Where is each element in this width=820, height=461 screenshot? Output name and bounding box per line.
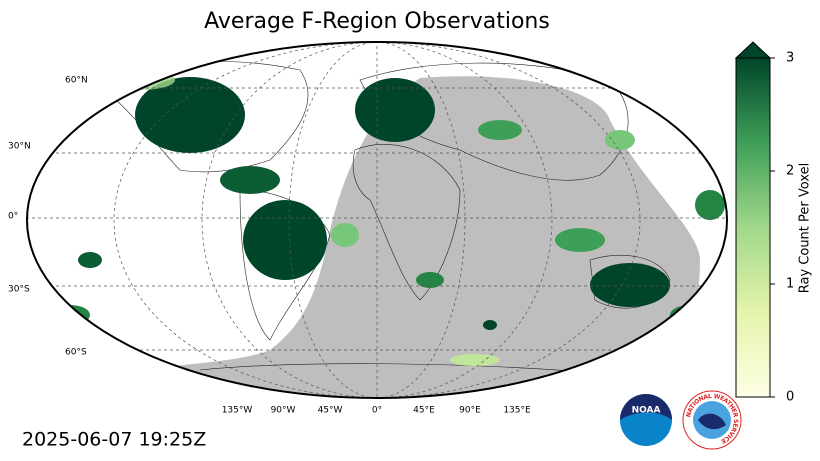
- title: Average F-Region Observations: [204, 9, 550, 34]
- colorbar-tick-label: 1: [786, 277, 794, 292]
- lon-label: 90°E: [459, 406, 481, 416]
- map-border: [26, 41, 728, 399]
- nws-logo: NATIONAL WEATHER SERVICE: [682, 390, 742, 450]
- colorbar-label: Ray Count Per Voxel: [798, 163, 813, 293]
- lon-label: 135°E: [503, 406, 531, 416]
- timestamp: 2025-06-07 19:25Z: [22, 429, 206, 451]
- lon-label: 45°W: [318, 406, 343, 416]
- lon-label: 135°W: [222, 406, 253, 416]
- lat-label: 0°: [8, 212, 18, 222]
- colorbar: Ray Count Per Voxel 0 1 2 3: [734, 41, 813, 405]
- colorbar-tick-label: 2: [786, 164, 794, 179]
- night-shade: [60, 76, 700, 398]
- lon-label: 0°: [372, 406, 382, 416]
- lon-labels: 135°W 90°W 45°W 0° 45°E 90°E 135°E: [222, 406, 531, 416]
- map: [27, 42, 727, 398]
- lon-label: 90°W: [271, 406, 296, 416]
- lat-label: 30°N: [8, 142, 31, 152]
- lat-label: 30°S: [8, 285, 30, 295]
- colorbar-extend: [734, 41, 772, 59]
- lon-label: 45°E: [413, 406, 435, 416]
- noaa-text: NOAA: [632, 406, 661, 416]
- colorbar-body: [735, 57, 771, 398]
- colorbar-tick-label: 0: [786, 390, 794, 405]
- lat-labels: 60°N 30°N 0° 30°S 60°S: [8, 76, 88, 358]
- colorbar-tick-label: 3: [786, 51, 794, 66]
- noaa-logo: NOAA: [620, 394, 672, 446]
- lat-label: 60°N: [65, 76, 88, 86]
- lat-label: 60°S: [65, 348, 87, 358]
